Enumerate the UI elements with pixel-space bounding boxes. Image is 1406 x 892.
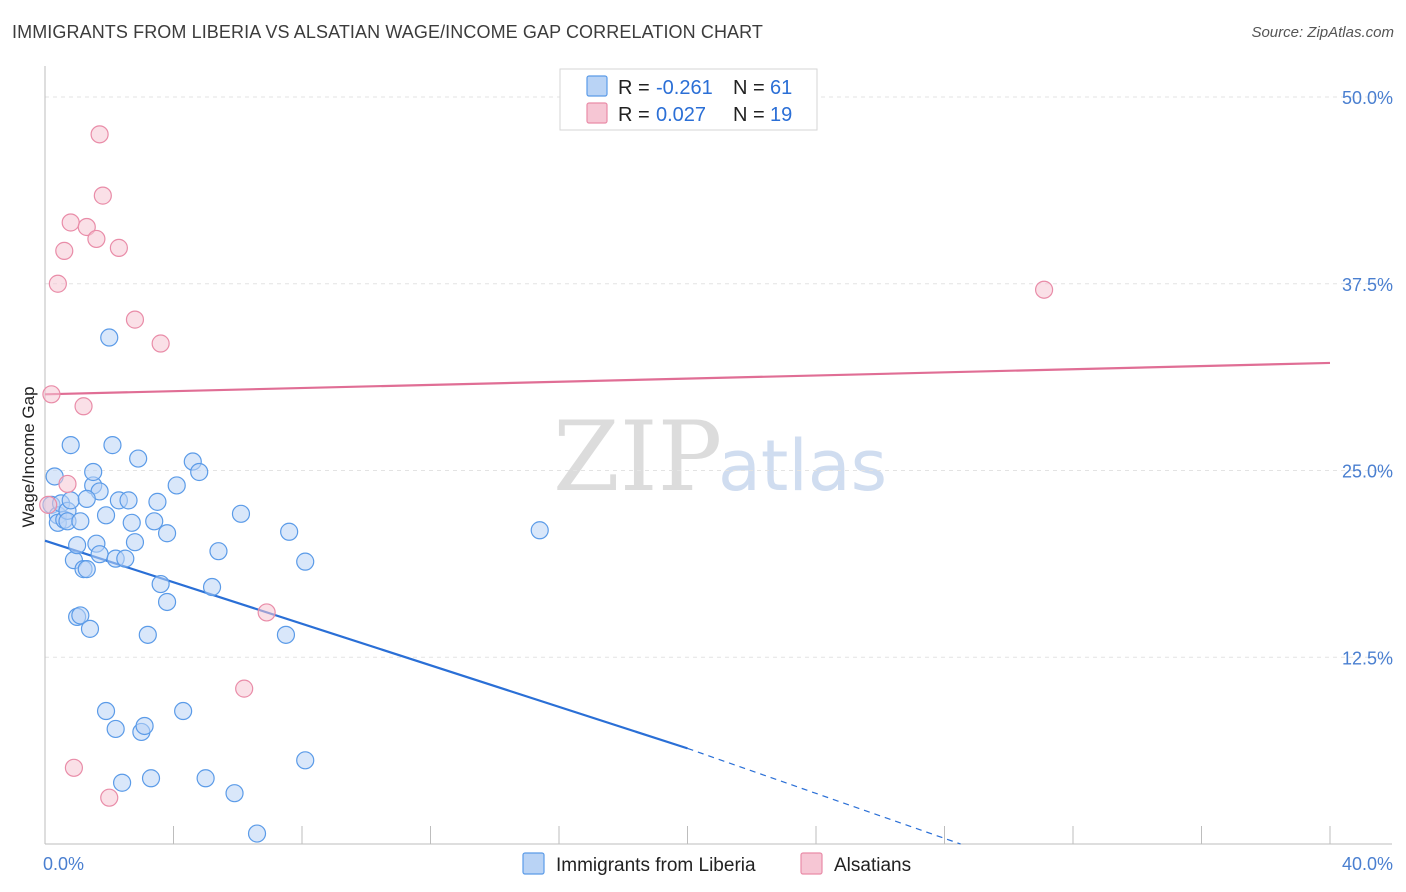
- y-axis-label: Wage/Income Gap: [19, 386, 38, 527]
- point-liberia: [61, 436, 80, 455]
- legend-swatch-alsatians: [586, 102, 608, 124]
- point-alsatians: [77, 217, 96, 237]
- series-legend-label-alsatians: Alsatians: [834, 855, 911, 876]
- point-liberia: [122, 513, 141, 532]
- point-liberia: [276, 625, 296, 644]
- legend-n-value-liberia: 61: [770, 77, 792, 99]
- point-liberia: [202, 577, 222, 597]
- point-liberia: [148, 492, 167, 511]
- y-tick-label: 25.0%: [1342, 462, 1393, 482]
- y-tick-label: 50.0%: [1342, 88, 1393, 108]
- point-liberia: [96, 701, 116, 721]
- legend-n-label-alsatians: N =: [733, 104, 765, 126]
- point-liberia: [530, 521, 549, 540]
- series-legend-label-liberia: Immigrants from Liberia: [556, 855, 756, 876]
- point-liberia: [106, 719, 125, 739]
- point-alsatians: [90, 125, 109, 144]
- point-liberia: [167, 476, 186, 495]
- trend-lines: [44, 361, 1331, 845]
- y-tick-label: 12.5%: [1342, 648, 1393, 668]
- legend-n-value-alsatians: 19: [770, 104, 792, 126]
- watermark-atlas: atlas: [718, 425, 887, 507]
- point-alsatians: [48, 274, 67, 293]
- point-alsatians: [42, 385, 61, 404]
- watermark: ZIP atlas: [553, 401, 887, 513]
- point-alsatians: [87, 229, 106, 249]
- point-liberia: [280, 522, 299, 541]
- data-points: [39, 125, 1054, 843]
- point-alsatians: [39, 495, 58, 514]
- point-liberia: [190, 462, 209, 482]
- point-alsatians: [55, 241, 74, 260]
- gridlines: [45, 96, 1392, 658]
- point-liberia: [174, 701, 193, 721]
- point-liberia: [77, 489, 96, 508]
- point-liberia: [247, 824, 267, 843]
- x-tick-label: 40.0%: [1342, 854, 1393, 874]
- legend-n-label-liberia: N =: [733, 77, 765, 99]
- point-alsatians: [1034, 280, 1054, 299]
- point-liberia: [96, 506, 116, 525]
- point-liberia: [90, 545, 109, 564]
- point-alsatians: [74, 397, 93, 416]
- point-liberia: [71, 606, 90, 625]
- point-alsatians: [109, 238, 128, 257]
- series-legend-swatch-liberia: [522, 852, 545, 875]
- point-liberia: [296, 552, 315, 571]
- point-liberia: [225, 784, 244, 803]
- point-alsatians: [58, 474, 77, 494]
- chart-title: IMMIGRANTS FROM LIBERIA VS ALSATIAN WAGE…: [12, 22, 764, 42]
- point-liberia: [196, 769, 215, 788]
- axes: [44, 66, 1392, 845]
- point-liberia: [100, 328, 119, 347]
- point-alsatians: [93, 186, 112, 205]
- point-liberia: [138, 625, 157, 644]
- point-liberia: [209, 542, 228, 561]
- point-liberia: [129, 449, 148, 468]
- point-liberia: [119, 491, 138, 510]
- legend-r-label-liberia: R =: [618, 77, 650, 99]
- point-liberia: [125, 533, 145, 552]
- point-liberia: [151, 574, 170, 594]
- x-tick-label: 0.0%: [43, 854, 84, 874]
- point-liberia: [145, 512, 164, 531]
- point-liberia: [84, 462, 103, 482]
- point-liberia: [68, 536, 87, 555]
- point-alsatians: [61, 213, 80, 232]
- series-legend: Immigrants from Liberia Alsatians: [522, 852, 911, 876]
- legend-r-value-liberia: -0.261: [656, 77, 713, 99]
- point-alsatians: [235, 679, 254, 698]
- source-credit: Source: ZipAtlas.com: [1251, 24, 1394, 41]
- legend-r-value-alsatians: 0.027: [656, 104, 706, 126]
- point-liberia: [116, 549, 135, 568]
- point-liberia: [71, 512, 90, 531]
- tick-labels: 12.5% 25.0% 37.5% 50.0% 0.0% 40.0%: [43, 88, 1393, 874]
- legend-swatch-liberia: [586, 75, 608, 97]
- point-liberia: [61, 491, 80, 510]
- point-liberia: [135, 716, 154, 736]
- point-alsatians: [64, 758, 84, 777]
- series-legend-swatch-alsatians: [800, 852, 823, 875]
- point-liberia: [77, 560, 96, 579]
- point-alsatians: [100, 788, 119, 807]
- legend-r-label-alsatians: R =: [618, 104, 650, 126]
- y-tick-label: 37.5%: [1342, 275, 1393, 295]
- point-alsatians: [125, 310, 145, 329]
- point-liberia: [80, 619, 100, 638]
- point-liberia: [112, 773, 132, 792]
- point-liberia: [157, 524, 177, 543]
- watermark-zip: ZIP: [553, 401, 722, 513]
- trend-line-alsatians: [44, 361, 1331, 396]
- trend-line-liberia-extension: [687, 747, 961, 845]
- trend-line-liberia: [44, 539, 688, 750]
- point-alsatians: [257, 603, 276, 622]
- point-liberia: [231, 504, 251, 523]
- point-alsatians: [151, 334, 170, 353]
- point-liberia: [141, 769, 161, 788]
- point-liberia: [157, 592, 177, 612]
- correlation-legend: R = -0.261 N = 61 R = 0.027 N = 19: [559, 68, 818, 131]
- point-liberia: [296, 751, 315, 770]
- point-liberia: [103, 436, 122, 455]
